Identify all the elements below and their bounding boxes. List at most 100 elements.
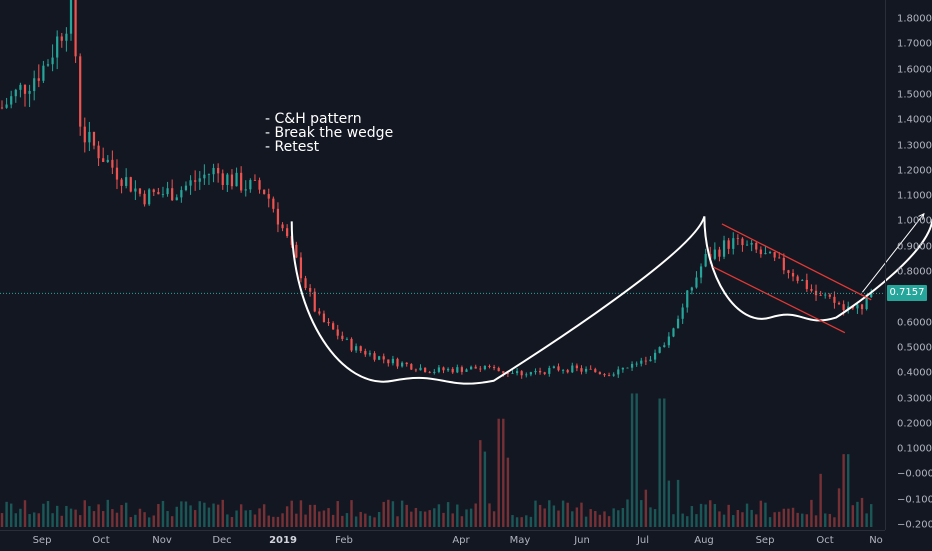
volume-bar (101, 511, 105, 527)
volume-bar (175, 506, 178, 527)
volume-bar (115, 512, 119, 527)
candle (755, 241, 758, 254)
volume-bar (865, 513, 868, 527)
candle (194, 170, 197, 191)
volume-bar (83, 500, 86, 527)
candle (649, 355, 652, 362)
volume-bar (152, 515, 155, 527)
volume-bar (272, 516, 275, 527)
volume-bar (686, 516, 689, 527)
candle (451, 367, 454, 374)
candle (309, 284, 312, 297)
volume-bar (106, 499, 109, 527)
candle (332, 321, 335, 330)
projection-arrow (862, 212, 925, 293)
volume-bar (207, 507, 211, 527)
candle (267, 188, 270, 208)
projection-arrows (862, 212, 925, 293)
volume-bar (189, 505, 192, 527)
volume-bar (42, 503, 45, 527)
volume-bar (594, 511, 597, 527)
volume-bar (299, 500, 303, 527)
time-tick-label: Feb (335, 535, 353, 546)
candle (561, 368, 565, 374)
candle (437, 364, 441, 374)
volume-bar (782, 508, 786, 527)
candle (88, 121, 91, 152)
volume-bar (607, 516, 611, 527)
candle (672, 327, 675, 338)
candle (387, 359, 390, 367)
volume-bar (120, 505, 123, 527)
candle (713, 242, 716, 261)
candle (727, 237, 730, 255)
volume-bar (134, 514, 137, 527)
volume-bar (552, 505, 556, 527)
volume-bar (147, 517, 151, 527)
volume-bar (161, 500, 165, 527)
candle (281, 222, 284, 232)
volume-bar (377, 512, 381, 527)
candle (138, 188, 142, 197)
candle (295, 241, 298, 259)
candle (120, 177, 123, 194)
volume-bar (713, 504, 717, 527)
candle (253, 174, 257, 181)
volume-bar (65, 505, 68, 527)
volume-bar (290, 500, 293, 527)
candle (506, 372, 509, 378)
volume-bar (538, 504, 542, 527)
candle (83, 117, 86, 153)
volume-bar (630, 393, 634, 527)
candle (791, 269, 795, 282)
candle (184, 181, 188, 192)
volume-bar (354, 516, 358, 527)
candle (235, 167, 238, 187)
last-price-badge: 0.7157 (887, 285, 927, 302)
volume-bar (649, 507, 652, 527)
candle (621, 367, 624, 373)
time-axis[interactable]: Sep Oct Nov Dec 2019 Feb Apr May Jun Jul Aug Sep Oct… (0, 530, 885, 551)
volume-bar (860, 497, 864, 527)
candle (442, 366, 445, 374)
candle (607, 372, 611, 377)
volume-bar (773, 512, 776, 527)
candle (474, 364, 477, 369)
volume-bar (768, 517, 772, 527)
volume-bar (709, 500, 712, 527)
volume-bar (626, 499, 629, 527)
volume-bar (442, 512, 445, 527)
volume-bar (529, 516, 533, 527)
candle (837, 301, 841, 306)
volume-bar (400, 500, 404, 527)
volume-bar (819, 473, 822, 527)
volume-bar (345, 513, 349, 527)
volume-bar (561, 500, 565, 527)
time-tick-label: No (869, 535, 883, 546)
volume-bar (239, 504, 243, 527)
volume-bar (428, 510, 431, 527)
candle (492, 364, 496, 371)
volume-bar (810, 499, 813, 527)
volume-bar (534, 500, 537, 527)
volume-bar (129, 517, 132, 527)
volume-bar (460, 516, 464, 527)
candle (106, 155, 109, 163)
price-tick-label: 0.8000 (897, 266, 932, 278)
price-tick-label: 1.7000 (897, 38, 932, 50)
volume-bar (74, 509, 77, 527)
volume-bar (525, 515, 528, 527)
volume-bar (653, 509, 657, 527)
candle (511, 370, 514, 374)
volume-bar (138, 508, 142, 527)
candle (318, 308, 321, 316)
price-axis[interactable]: 0.7157 1.8000 1.7000 1.6000 1.5000 1.4000 1.3… (885, 0, 932, 531)
volume-bar (511, 515, 514, 527)
time-tick-label: Nov (152, 535, 172, 546)
candle (258, 177, 261, 194)
volume-bar (805, 514, 809, 527)
time-tick-label: Sep (755, 535, 775, 546)
volume-bar (856, 501, 859, 527)
candle (102, 147, 105, 163)
